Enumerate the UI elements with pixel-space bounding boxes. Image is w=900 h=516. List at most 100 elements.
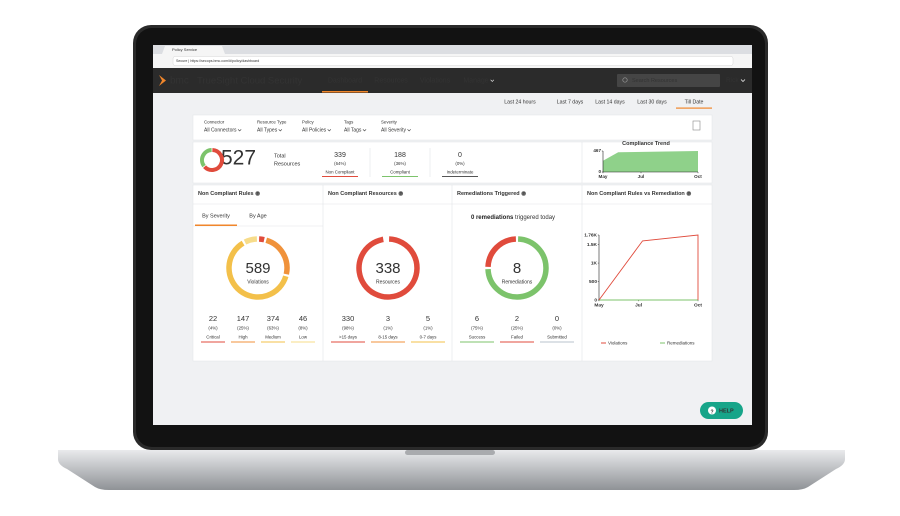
y-tick-label: 1K [591, 260, 598, 266]
caret [407, 129, 411, 132]
filter-value[interactable]: All Tags [344, 127, 362, 133]
x-tick-label: Jul [635, 302, 642, 308]
stat-underline [322, 176, 358, 177]
y-tick-label: 0 [598, 169, 601, 174]
logo-mark [159, 75, 166, 86]
nav-active-underline [322, 91, 368, 93]
donut-total: 589 [245, 260, 270, 277]
item-label: 0-7 days [420, 335, 438, 340]
item-underline [460, 341, 494, 343]
item-pct: (8%) [298, 326, 308, 331]
time-range[interactable]: Last 30 days [637, 99, 667, 105]
donut-segment [485, 236, 549, 300]
filter-value[interactable]: All Policies [302, 127, 327, 133]
filter-label: Policy [302, 120, 315, 125]
donut-segment [226, 240, 289, 300]
filter-label: Severity [381, 120, 398, 125]
search-box[interactable] [617, 74, 720, 87]
filter-value[interactable]: All Types [257, 127, 278, 133]
tab[interactable]: By Severity [202, 213, 230, 219]
address-bar[interactable] [172, 56, 734, 66]
time-range[interactable]: Last 24 hours [504, 99, 536, 105]
stat-label: Compliant [390, 170, 411, 175]
help-label[interactable]: HELP [719, 408, 734, 414]
series-line [598, 234, 699, 301]
logo-text: bmc [170, 76, 189, 87]
filter-value[interactable]: All Severity [381, 127, 407, 133]
total-count: 527 [221, 147, 256, 170]
nav-item[interactable]: Violations [420, 77, 451, 84]
item-label: Low [299, 335, 308, 340]
caret [278, 129, 283, 132]
nav-item[interactable]: Dashboard [328, 77, 362, 84]
total-label: Total [274, 153, 286, 159]
tab[interactable]: By Age [249, 213, 266, 219]
item-pct: (63%) [267, 326, 279, 331]
donut-segment [258, 236, 265, 243]
help-button[interactable] [700, 402, 743, 419]
item-underline [261, 341, 285, 343]
donut-label: Violations [247, 279, 269, 285]
y-tick-label: 500 [589, 279, 597, 285]
item-underline [411, 341, 445, 343]
donut-segment [203, 148, 224, 172]
y-tick-label: 0 [594, 297, 597, 303]
pdf-icon[interactable] [692, 120, 701, 131]
donut-segment [356, 236, 420, 300]
item-underline [540, 341, 574, 343]
note-text: triggered today [515, 215, 555, 221]
filter-label: Resource Type [257, 120, 287, 125]
y-tick-label: 467 [593, 148, 601, 153]
y-tick-label: 1.76K [584, 232, 597, 238]
card-title: Compliance Trend [622, 141, 670, 147]
item-value: 147 [237, 314, 250, 323]
browser-tab-title: Policy Service [172, 47, 198, 52]
time-range[interactable]: Last 7 days [557, 99, 584, 105]
tab-underline [195, 224, 237, 226]
item-label: Failed [511, 335, 524, 340]
stat-pct: (36%) [394, 161, 406, 166]
help-glyph: ? [400, 192, 402, 196]
item-label: High [238, 335, 248, 340]
x-tick-label: Jul [638, 174, 645, 179]
item-pct: (75%) [471, 326, 483, 331]
stat-pct: (0%) [455, 161, 465, 166]
time-range[interactable]: Till Date [685, 99, 704, 105]
donut-segment [485, 236, 517, 268]
item-value: 374 [267, 314, 280, 323]
filter-value[interactable]: All Connectors [204, 127, 237, 133]
item-value: 6 [475, 314, 479, 323]
user-menu[interactable]: Rick [726, 77, 739, 84]
donut-segment [265, 237, 290, 275]
item-pct: (1%) [423, 326, 433, 331]
caret [740, 79, 746, 82]
search-placeholder: Search Resources [632, 78, 677, 84]
donut-segment [243, 236, 258, 245]
donut-label: Resources [376, 279, 400, 285]
note-strong: 0 remediations [471, 215, 514, 221]
panel-title: Non Compliant Resources [328, 191, 397, 197]
product-name: TrueSight Cloud Security [197, 76, 303, 87]
legend-label: Violations [608, 340, 628, 345]
stat-value: 188 [394, 152, 406, 159]
help-glyph: ? [688, 192, 690, 196]
donut-total: 338 [375, 260, 400, 277]
nav-item[interactable]: Resources [374, 77, 408, 84]
item-pct: (98%) [342, 326, 354, 331]
help-glyph: ? [257, 192, 259, 196]
item-value: 22 [209, 314, 217, 323]
total-label: Resources [274, 161, 301, 167]
x-tick-label: Oct [694, 302, 702, 308]
x-tick-label: May [599, 174, 608, 179]
time-range[interactable]: Last 14 days [595, 99, 625, 105]
item-pct: (1%) [383, 326, 393, 331]
item-label: Success [469, 335, 486, 340]
filter-label: Connector [204, 120, 225, 125]
help-icon [521, 191, 526, 196]
panel-note: 0 remediations triggered today [471, 215, 555, 221]
nav-item[interactable]: Manage [463, 77, 488, 84]
item-value: 2 [515, 314, 519, 323]
help-icon [398, 191, 404, 196]
